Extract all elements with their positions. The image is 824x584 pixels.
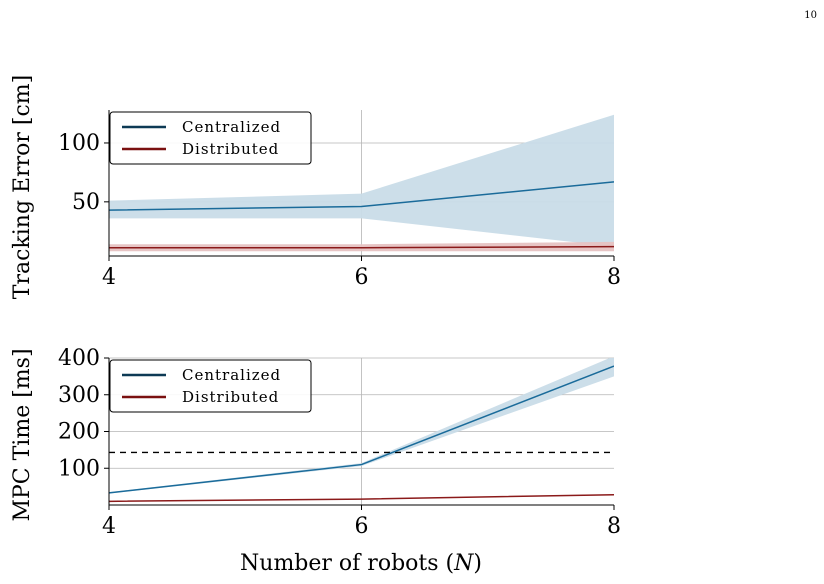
legend: Centralized Distributed	[109, 111, 312, 165]
series-lines	[109, 365, 614, 503]
mpc-time-xlabel: Number of robots (N)	[240, 551, 482, 576]
x-tick-label-4: 4	[102, 514, 116, 539]
page-number: 10	[804, 10, 817, 21]
y-tick-label-200: 200	[58, 420, 100, 445]
band-distributed	[109, 241, 614, 252]
tracking-error-ylabel: Tracking Error [cm]	[10, 75, 35, 299]
y-tick-label-100: 100	[58, 131, 100, 156]
x-tick-label-8: 8	[607, 265, 621, 290]
legend-label-centralized: Centralized	[182, 366, 281, 384]
legend-label-distributed: Distributed	[182, 140, 279, 158]
y-tick-label-50: 50	[72, 190, 100, 215]
y-tick-label-300: 300	[58, 383, 100, 408]
mpc-time-ylabel: MPC Time [ms]	[10, 348, 35, 521]
x-tick-label-8: 8	[607, 514, 621, 539]
mpc-time-chart: MPC Time [ms] Number of robots (N) 100 20…	[10, 346, 621, 576]
x-tick-label-6: 6	[355, 265, 369, 290]
legend-box	[109, 111, 312, 165]
bands	[109, 114, 614, 252]
legend-box	[109, 359, 312, 413]
xlabel-part-3: )	[473, 551, 482, 576]
y-tick-label-400: 400	[58, 346, 100, 371]
legend-label-centralized: Centralized	[182, 118, 281, 136]
band-centralized	[109, 114, 614, 247]
x-tick-label-4: 4	[102, 265, 116, 290]
y-tick-label-100: 100	[58, 456, 100, 481]
xlabel-part-1: Number of robots (	[240, 551, 454, 576]
xlabel-part-2: N	[453, 551, 474, 576]
legend: Centralized Distributed	[109, 359, 312, 413]
x-tick-label-6: 6	[355, 514, 369, 539]
legend-label-distributed: Distributed	[182, 388, 279, 406]
tracking-error-chart: Tracking Error [cm] 50 100 4 6 8 Centralized D…	[10, 75, 621, 299]
